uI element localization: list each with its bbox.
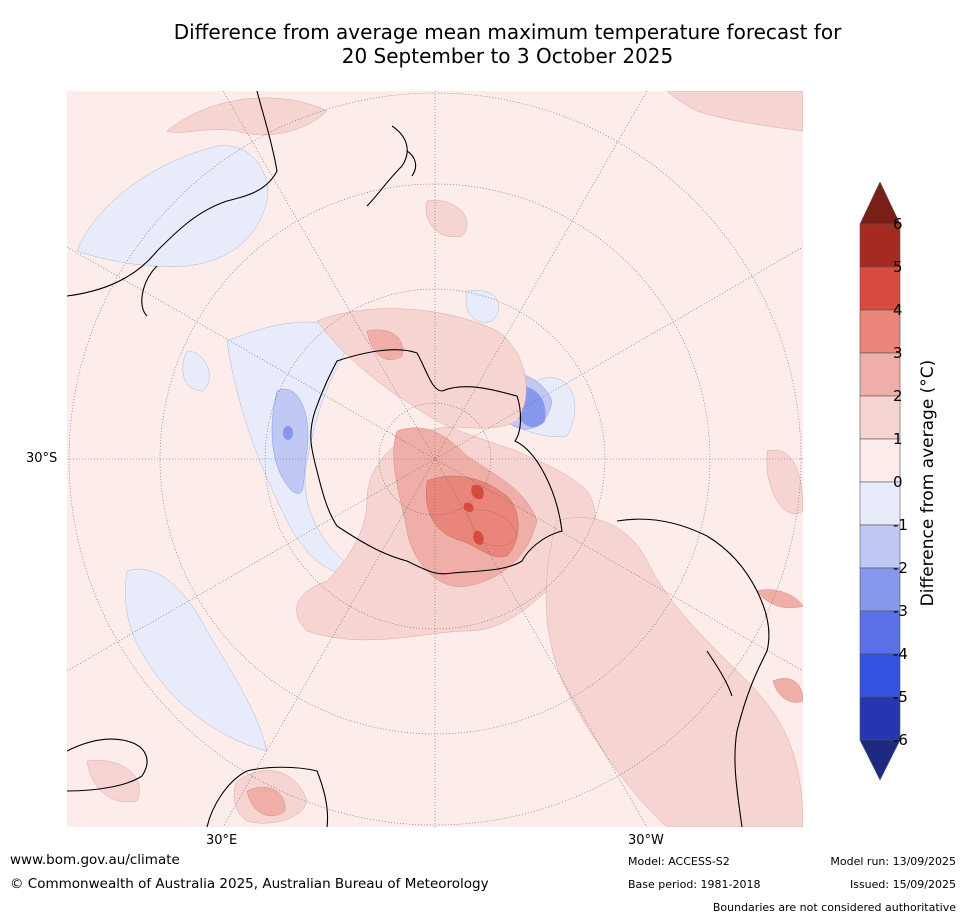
anomaly-4-5-regions [463,484,484,545]
australia-coast [67,91,278,317]
footer-disclaimer: Boundaries are not considered authoritat… [712,901,956,914]
lon-label-30w: 30°W [628,833,664,848]
footer-model-run: Model run: 13/09/2025 [830,855,956,868]
lon-label-30e: 30°E [206,833,238,848]
polar-map [67,91,803,827]
colorbar-tick-label: -4 [893,645,908,663]
colorbar-m5-m4 [859,653,901,698]
footer-website[interactable]: www.bom.gov.au/climate [10,852,180,868]
new-zealand-coast [366,125,417,207]
coastlines [67,91,770,827]
africa-coast [206,766,329,827]
colorbar-tick-label: 6 [893,215,903,233]
colorbar-below-m6 [859,739,901,781]
footer-model: Model: ACCESS-S2 [628,855,730,868]
colorbar-tick-label: -3 [893,602,908,620]
footer-issued: Issued: 15/09/2025 [849,878,956,891]
colorbar-m1-0 [859,481,901,526]
colorbar-segments [859,181,901,781]
colorbar-1-2 [859,395,901,440]
footer-copyright: © Commonwealth of Australia 2025, Austra… [10,876,489,892]
title-line-2: 20 September to 3 October 2025 [341,44,674,68]
colorbar-m6-m5 [859,696,901,741]
colorbar-0-1 [859,438,901,483]
colorbar-tick-label: -5 [893,688,908,706]
colorbar-m3-m2 [859,567,901,612]
colorbar-tick-label: 3 [893,344,903,362]
colorbar-tick-label: 2 [893,387,903,405]
graticule [67,91,803,827]
colorbar-label-text: Difference from average (°C) [918,359,938,607]
colorbar-2-3 [859,352,901,397]
colorbar-m2-m1 [859,524,901,569]
colorbar-tick-label: 4 [893,301,903,319]
colorbar-3-4 [859,309,901,354]
colorbar-tick-label: 0 [893,473,903,491]
title-line-1: Difference from average mean maximum tem… [173,20,842,44]
colorbar-tick-label: -6 [893,731,908,749]
south-america-coast [616,518,770,827]
map-title: Difference from average mean maximum tem… [60,20,955,68]
colorbar-tick-label: 5 [893,258,903,276]
colorbar-tick-label: -2 [893,559,908,577]
lat-label-30s: 30°S [26,451,58,466]
colorbar [858,181,962,782]
colorbar-tick-label: 1 [893,430,903,448]
colorbar-tick-label: -1 [893,516,908,534]
antarctica-coast [310,349,563,575]
small-landmass [67,738,148,792]
footer-base-period: Base period: 1981-2018 [628,878,761,891]
colorbar-4-5 [859,266,901,311]
